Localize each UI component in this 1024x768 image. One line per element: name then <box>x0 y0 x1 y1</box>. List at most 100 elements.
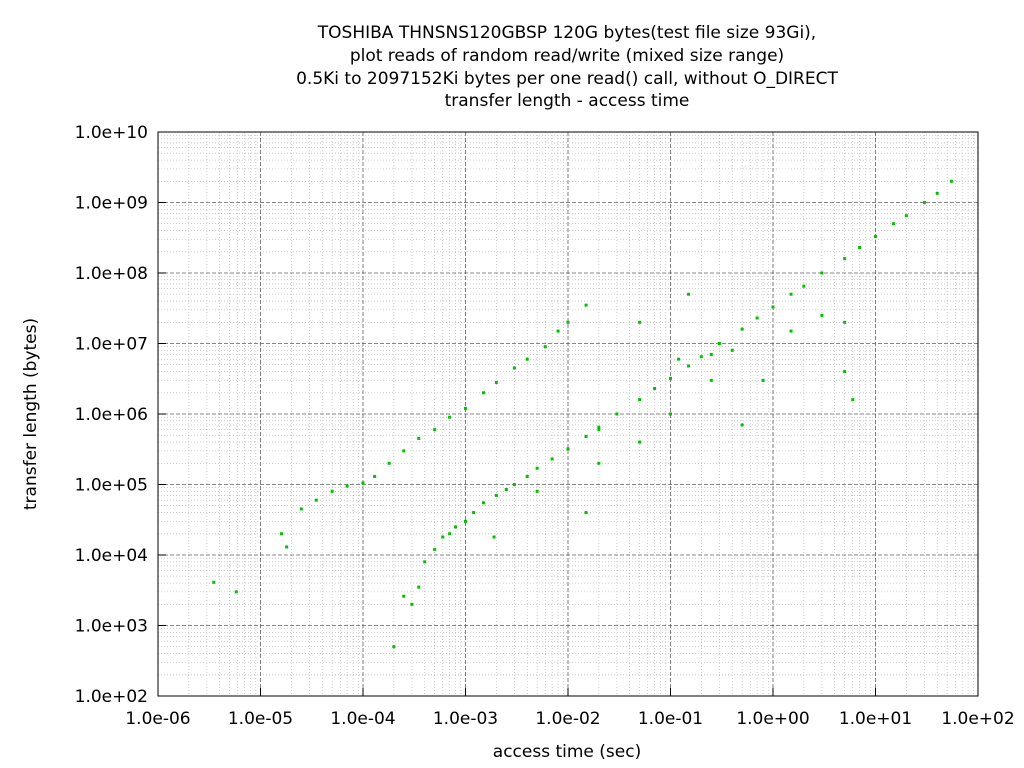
data-point <box>314 498 318 502</box>
data-point <box>464 406 467 410</box>
data-point <box>566 447 570 451</box>
data-point <box>638 440 642 444</box>
data-points <box>212 179 953 649</box>
data-point <box>653 386 657 390</box>
data-point <box>373 474 377 478</box>
data-point <box>494 493 498 497</box>
y-tick-label: 1.0e+05 <box>75 476 148 496</box>
data-point <box>402 594 406 598</box>
x-tick-label: 1.0e+00 <box>736 709 809 729</box>
data-point <box>709 378 713 382</box>
data-point <box>504 487 508 491</box>
x-tick-label: 1.0e+02 <box>941 709 1014 729</box>
data-point <box>417 585 421 589</box>
data-point <box>949 179 953 183</box>
data-point <box>387 461 391 465</box>
data-point <box>492 535 496 539</box>
x-tick-label: 1.0e-04 <box>330 709 395 729</box>
data-point <box>843 370 847 374</box>
x-tick-label: 1.0e-06 <box>125 709 190 729</box>
y-tick-label: 1.0e+09 <box>75 194 148 214</box>
data-point <box>525 357 529 361</box>
data-point <box>361 481 365 485</box>
data-point <box>843 257 847 261</box>
data-point <box>669 376 672 380</box>
data-point <box>771 305 775 309</box>
data-point <box>330 489 334 493</box>
data-point <box>597 428 601 432</box>
data-point <box>482 391 486 395</box>
data-point <box>543 345 547 349</box>
data-point <box>234 590 238 594</box>
data-point <box>597 461 601 465</box>
y-tick-label: 1.0e+07 <box>75 335 148 355</box>
y-tick-label: 1.0e+03 <box>75 617 148 637</box>
title-line-1: TOSHIBA THNSNS120GBSP 120G bytes(test fi… <box>317 23 816 43</box>
data-point <box>454 525 458 529</box>
data-point <box>761 378 765 382</box>
data-point <box>345 484 349 488</box>
data-point <box>851 398 855 402</box>
data-point <box>423 560 427 564</box>
chart-title: TOSHIBA THNSNS120GBSP 120G bytes(test fi… <box>296 23 838 111</box>
data-point <box>299 507 303 511</box>
data-point <box>730 348 734 352</box>
x-tick-labels: 1.0e-06 1.0e-05 1.0e-04 1.0e-03 1.0e-02 1.0e-… <box>125 688 1015 729</box>
data-point <box>709 352 713 356</box>
data-point <box>677 357 681 361</box>
data-point <box>392 645 396 649</box>
x-tick-label: 1.0e-01 <box>638 709 703 729</box>
data-point <box>904 214 908 218</box>
y-axis-label: transfer length (bytes) <box>21 318 41 510</box>
data-point <box>615 412 619 416</box>
title-line-2: plot reads of random read/write (mixed s… <box>350 46 784 66</box>
data-point <box>441 535 445 539</box>
data-point <box>525 474 529 478</box>
data-point <box>669 412 672 416</box>
x-axis-label: access time (sec) <box>493 742 641 762</box>
y-tick-label: 1.0e+08 <box>75 264 148 284</box>
data-point <box>789 329 793 333</box>
data-point <box>550 457 554 461</box>
data-point <box>699 355 703 359</box>
data-point <box>597 425 601 429</box>
data-point <box>512 366 516 370</box>
data-point <box>494 380 498 384</box>
data-point <box>512 483 516 486</box>
x-tick-label: 1.0e+01 <box>839 709 912 729</box>
data-point <box>212 580 216 584</box>
y-tick-label: 1.0e+02 <box>75 687 148 707</box>
data-point <box>687 364 691 368</box>
title-line-4: transfer length - access time <box>445 91 690 111</box>
title-line-3: 0.5Ki to 2097152Ki bytes per one read() … <box>296 69 838 89</box>
data-point <box>584 434 588 438</box>
x-tick-label: 1.0e-02 <box>535 709 600 729</box>
x-tick-label: 1.0e-05 <box>228 709 293 729</box>
data-point <box>935 191 939 195</box>
data-point <box>789 292 793 296</box>
data-point <box>740 327 744 331</box>
data-point <box>638 320 642 324</box>
y-tick-label: 1.0e+06 <box>75 405 148 425</box>
data-point <box>402 449 406 453</box>
data-point <box>584 511 588 515</box>
data-point <box>448 415 452 419</box>
data-point <box>472 511 476 515</box>
data-point <box>482 501 486 505</box>
data-point <box>566 320 570 324</box>
data-point <box>535 489 539 493</box>
data-point <box>892 222 896 226</box>
data-point <box>410 602 414 606</box>
y-tick-label: 1.0e+04 <box>75 546 148 566</box>
data-point <box>464 519 467 523</box>
data-point <box>858 245 862 249</box>
data-point <box>874 234 877 238</box>
y-tick-labels: 1.0e+02 1.0e+03 1.0e+04 1.0e+05 1.0e+06 1.0e+… <box>75 123 166 707</box>
data-point <box>285 545 289 549</box>
data-point <box>279 532 283 536</box>
data-point <box>638 398 642 402</box>
data-point <box>843 320 847 324</box>
data-point <box>740 423 744 427</box>
grid-lines <box>158 132 978 696</box>
